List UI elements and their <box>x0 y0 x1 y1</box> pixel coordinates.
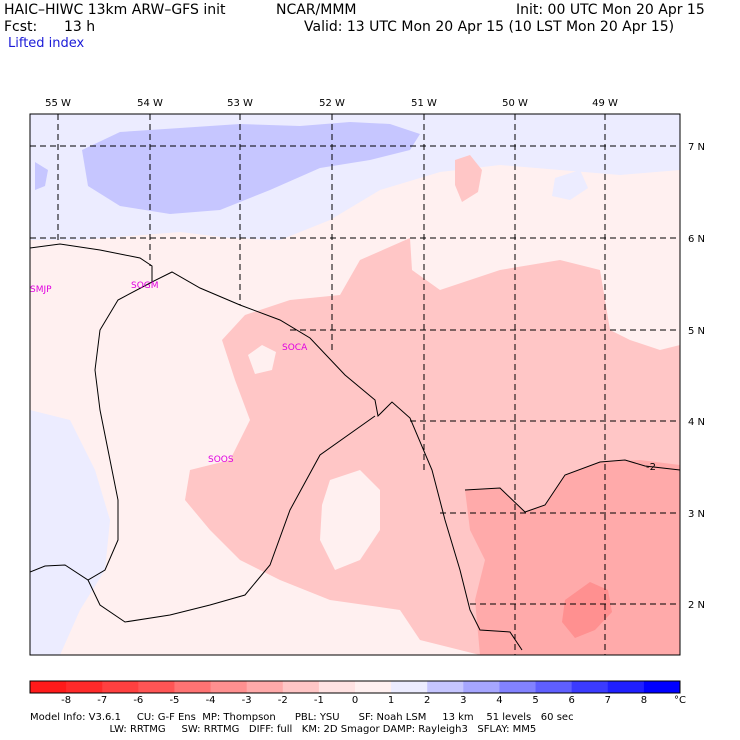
lon-label: 51 W <box>411 98 437 109</box>
colorbar-swatch <box>643 681 681 693</box>
colorbar-swatch <box>427 681 464 693</box>
lat-label: 3 N <box>688 509 705 520</box>
colorbar-swatch <box>66 681 103 693</box>
contour-label: -2 <box>646 462 656 473</box>
colorbar-tick-label: -1 <box>314 695 324 706</box>
colorbar-tick-label: -2 <box>278 695 288 706</box>
valid-time: Valid: 13 UTC Mon 20 Apr 15 (10 LST Mon … <box>304 19 675 35</box>
station-label: SOCA <box>282 343 308 353</box>
colorbar-swatch <box>102 681 139 693</box>
station-labels: SMJP SOGM SOCA SOOS <box>30 281 308 465</box>
graticule <box>30 114 680 655</box>
lat-label: 6 N <box>688 234 705 245</box>
colorbar-tick-label: 5 <box>532 695 538 706</box>
colorbar-tick-label: -3 <box>242 695 252 706</box>
lon-label: 49 W <box>592 98 618 109</box>
lon-label: 52 W <box>319 98 345 109</box>
colorbar-swatch <box>571 681 609 693</box>
colorbar-tick-label: 7 <box>605 695 611 706</box>
colorbar-swatch <box>282 681 320 693</box>
model-info-line-2: LW: RRTMG SW: RRTMG DIFF: full KM: 2D Sm… <box>30 724 537 735</box>
colorbar-tick-label: 4 <box>496 695 502 706</box>
colorbar-swatch <box>210 681 248 693</box>
lifted-index-field <box>30 114 680 655</box>
colorbar-swatch <box>138 681 175 693</box>
lon-label: 50 W <box>502 98 528 109</box>
model-title: HAIC–HIWC 13km ARW–GFS init <box>4 2 226 18</box>
colorbar-tick-label: 6 <box>568 695 574 706</box>
colorbar-tick-label: 3 <box>460 695 466 706</box>
colorbar-border <box>29 680 681 694</box>
center-name: NCAR/MMM <box>276 2 357 18</box>
colorbar-swatch <box>607 681 645 693</box>
lon-label: 53 W <box>227 98 253 109</box>
colorbar-swatch <box>174 681 212 693</box>
colorbar-tick-label: -6 <box>133 695 143 706</box>
colorbar: -8 -7 -6 -5 -4 -3 -2 -1 0 1 2 3 4 5 6 7 8 <box>29 680 681 706</box>
lon-label: 54 W <box>137 98 163 109</box>
init-time: Init: 00 UTC Mon 20 Apr 15 <box>516 2 705 18</box>
colorbar-swatch <box>246 681 284 693</box>
colorbar-tick-label: 0 <box>352 695 358 706</box>
station-label: SOGM <box>131 281 159 291</box>
station-label: SMJP <box>30 285 52 295</box>
colorbar-tick-label: -4 <box>206 695 216 706</box>
latitude-labels: 7 N 6 N 5 N 4 N 3 N 2 N <box>688 142 705 611</box>
lat-label: 5 N <box>688 326 705 337</box>
colorbar-swatch <box>535 681 573 693</box>
colorbar-swatch <box>318 681 356 693</box>
colorbar-tick-label: 1 <box>388 695 394 706</box>
colorbar-tick-label: 8 <box>641 695 647 706</box>
lat-label: 7 N <box>688 142 705 153</box>
colorbar-unit: °C <box>674 695 686 706</box>
lon-label: 55 W <box>45 98 71 109</box>
longitude-labels: 55 W 54 W 53 W 52 W 51 W 50 W 49 W <box>45 98 618 109</box>
colorbar-swatch <box>30 681 67 693</box>
colorbar-swatch <box>499 681 537 693</box>
colorbar-tick-label: 2 <box>424 695 430 706</box>
field-name: Lifted index <box>8 36 85 51</box>
colorbar-swatch <box>391 681 428 693</box>
colorbar-tick-label: -7 <box>97 695 107 706</box>
station-label: SOOS <box>208 455 234 465</box>
colorbar-tick-label: -8 <box>61 695 71 706</box>
colorbar-swatch <box>355 681 392 693</box>
forecast-hour: 13 h <box>64 19 96 35</box>
model-info-line-1: Model Info: V3.6.1 CU: G-F Ens MP: Thomp… <box>30 712 574 723</box>
forecast-label: Fcst: <box>4 19 38 35</box>
lat-label: 2 N <box>688 600 705 611</box>
lat-label: 4 N <box>688 417 705 428</box>
colorbar-swatch <box>463 681 500 693</box>
colorbar-tick-label: -5 <box>169 695 179 706</box>
